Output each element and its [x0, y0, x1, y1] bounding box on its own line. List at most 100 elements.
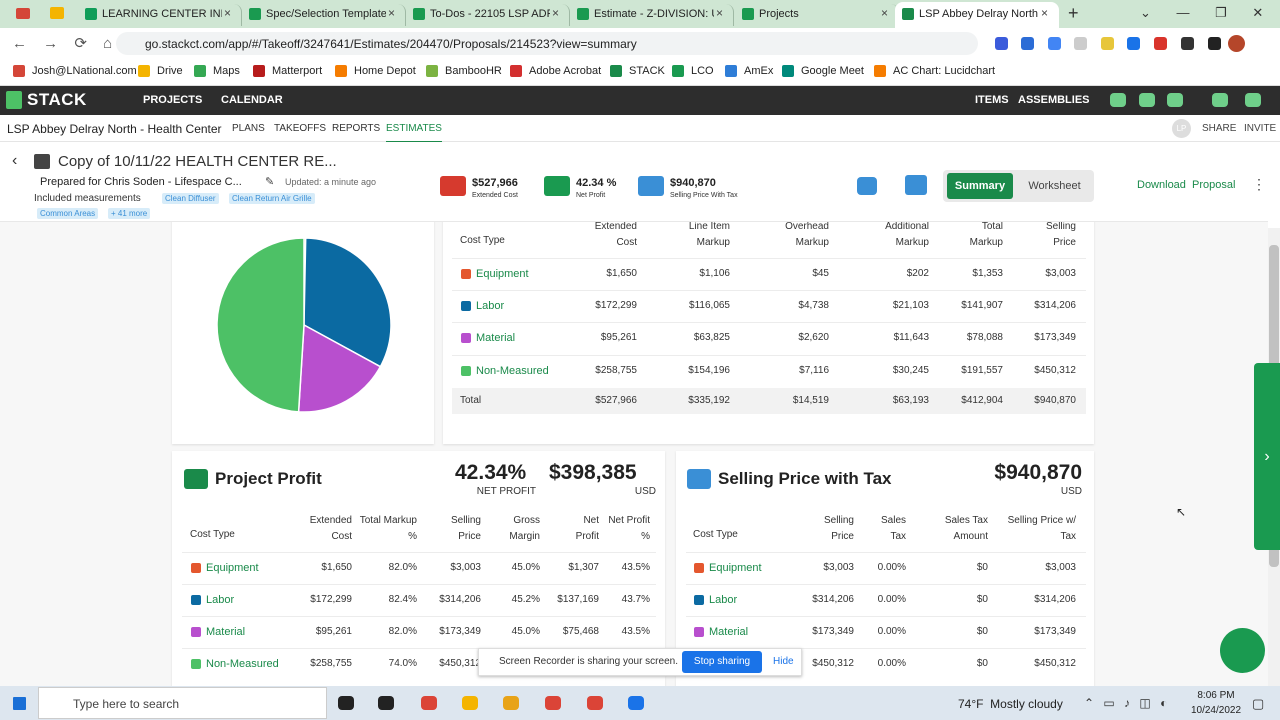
- browser-tab[interactable]: [895, 2, 1059, 28]
- logo-mark: [6, 91, 22, 109]
- row-divider: [452, 290, 1086, 291]
- summary[interactable]: Summary: [947, 173, 1013, 199]
- download[interactable]: Download Proposal: [1137, 179, 1236, 191]
- cell: $154,196: [688, 365, 730, 376]
- bookmarks-bar: [0, 58, 1280, 86]
- stop-sharing[interactable]: Stop sharing: [682, 651, 762, 673]
- row-divider: [182, 584, 656, 585]
- search-box[interactable]: [38, 687, 327, 719]
- bookmark[interactable]: STACK: [629, 65, 665, 77]
- cell: $172,299: [595, 300, 637, 311]
- cell: 43.5%: [621, 562, 650, 573]
- cell: $95,261: [600, 332, 637, 343]
- tab-title[interactable]: Spec/Selection Template: [266, 8, 386, 20]
- tab-title[interactable]: LEARNING CENTER INDE: [102, 8, 222, 20]
- column-header: Cost Type: [693, 529, 738, 540]
- tag[interactable]: Clean Return Air Grille: [229, 193, 315, 204]
- browser-tab[interactable]: [242, 4, 406, 26]
- bookmark[interactable]: AmEx: [744, 65, 774, 77]
- subnav-tab[interactable]: REPORTS: [332, 123, 381, 134]
- column-header: Sales Tax: [880, 515, 906, 542]
- bookmark-icon: [13, 65, 25, 77]
- cell: $258,755: [310, 658, 352, 669]
- extension-icon: [995, 37, 1008, 50]
- cell: 82.0%: [388, 562, 417, 573]
- cell: $0: [976, 562, 988, 573]
- stat-value: 42.34 %: [576, 177, 617, 189]
- stat-value: $940,870: [670, 177, 716, 189]
- nav-icon: [1212, 93, 1228, 107]
- notifications[interactable]: ▢: [1252, 696, 1265, 711]
- tag[interactable]: Clean Diffuser: [162, 193, 219, 204]
- bookmark[interactable]: BambooHR: [445, 65, 502, 77]
- subnav-tab[interactable]: TAKEOFFS: [274, 123, 327, 134]
- bookmark[interactable]: Matterport: [272, 65, 323, 77]
- package-icon: [905, 175, 927, 195]
- column-header: Extended Cost: [309, 515, 352, 542]
- hide[interactable]: Hide: [773, 656, 794, 667]
- row-divider: [182, 616, 656, 617]
- tag[interactable]: + 41 more: [108, 208, 151, 219]
- nav-items[interactable]: ITEMS: [975, 94, 1009, 106]
- cell: $1,650: [321, 562, 352, 573]
- browser-tab[interactable]: [78, 4, 242, 26]
- cell: $21,103: [892, 300, 929, 311]
- time: 8:06 PM: [1197, 690, 1235, 701]
- cost-type: Non-Measured: [476, 365, 549, 377]
- included: Included measurements: [34, 193, 141, 204]
- url-box[interactable]: [116, 32, 978, 55]
- bookmark[interactable]: LCO: [691, 65, 714, 77]
- start: [13, 697, 26, 710]
- nav-icon: [1139, 93, 1155, 107]
- nav-calendar[interactable]: CALENDAR: [221, 94, 283, 106]
- tab-title[interactable]: LSP Abbey Delray North: [919, 8, 1039, 20]
- type-dot: [191, 595, 201, 605]
- avatar[interactable]: LP: [1172, 119, 1191, 138]
- bookmark[interactable]: AC Chart: Lucidchart: [893, 65, 996, 77]
- nav-projects[interactable]: PROJECTS: [143, 94, 203, 106]
- subnav-tab[interactable]: PLANS: [232, 123, 265, 134]
- column-header: Cost Type: [460, 235, 505, 246]
- subnav-tab[interactable]: ESTIMATES: [386, 123, 442, 143]
- cell: $3,003: [450, 562, 481, 573]
- side-panel-tab[interactable]: ›: [1254, 363, 1280, 550]
- nav-assemblies[interactable]: ASSEMBLIES: [1018, 94, 1090, 106]
- kebab[interactable]: ⋮: [1252, 176, 1266, 192]
- share[interactable]: SHARE: [1202, 123, 1237, 134]
- bookmark[interactable]: Maps: [213, 65, 240, 77]
- new-tab[interactable]: +: [1068, 3, 1079, 23]
- bookmark[interactable]: Google Meet: [801, 65, 864, 77]
- type-dot: [191, 563, 201, 573]
- back[interactable]: ‹: [12, 152, 18, 169]
- url[interactable]: go.stackct.com/app/#/Takeoff/3247641/Est…: [145, 37, 637, 51]
- bookmark[interactable]: Drive: [157, 65, 183, 77]
- tab-title[interactable]: To-Dos - 22105 LSP ADR: [430, 8, 550, 20]
- tab-title[interactable]: Estimate - Z-DIVISION: U: [594, 8, 714, 20]
- tag[interactable]: Common Areas: [37, 208, 99, 219]
- nav-icon: [1245, 93, 1261, 107]
- stat-icon: [440, 176, 466, 196]
- cell: $30,245: [892, 365, 929, 376]
- browser-tab[interactable]: [570, 4, 734, 26]
- bookmark[interactable]: Home Depot: [354, 65, 416, 77]
- cell: $141,907: [961, 300, 1003, 311]
- bookmark[interactable]: Josh@LNational.com: [32, 65, 137, 77]
- browser-tab[interactable]: [406, 4, 570, 26]
- cell: $450,312: [812, 658, 854, 669]
- edit-icon[interactable]: ✎: [265, 176, 275, 188]
- tab-close: ×: [1041, 6, 1049, 20]
- worksheet[interactable]: Worksheet: [1028, 180, 1081, 192]
- net-profit-label: NET PROFIT: [476, 486, 536, 497]
- extension-icon: [1074, 37, 1087, 50]
- search-text[interactable]: Type here to search: [73, 697, 180, 711]
- tab-title[interactable]: Projects: [759, 8, 799, 20]
- chat-button[interactable]: [1220, 628, 1265, 673]
- invite[interactable]: INVITE: [1244, 123, 1277, 134]
- bookmark[interactable]: Adobe Acrobat: [529, 65, 602, 77]
- stat-label: Selling Price With Tax: [670, 192, 738, 199]
- bookmark-icon: [510, 65, 522, 77]
- cell: $95,261: [315, 626, 352, 637]
- logo[interactable]: STACK: [27, 90, 87, 109]
- taskbar-app: [338, 696, 354, 710]
- nav-icon: [1110, 93, 1126, 107]
